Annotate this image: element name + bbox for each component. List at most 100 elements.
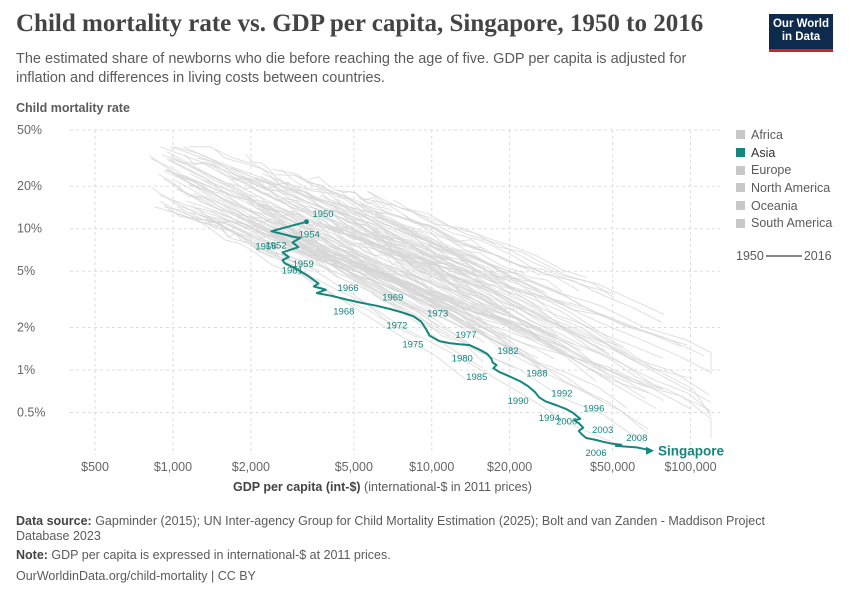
year-label: 1968 [333, 307, 354, 318]
background-country-line [236, 178, 449, 298]
background-country-line [324, 223, 693, 380]
background-country-line [316, 233, 529, 360]
background-country-lines [148, 146, 712, 445]
background-country-line [150, 157, 367, 276]
year-label: 1996 [583, 403, 604, 414]
year-label: 1994 [539, 413, 560, 424]
year-label: 1980 [452, 353, 473, 364]
legend-item-oceania[interactable]: Oceania [736, 197, 832, 215]
background-country-line [197, 157, 376, 240]
background-country-line [274, 228, 536, 342]
timeline-start: 1950 [736, 249, 764, 263]
footer-note-label: Note: [16, 548, 48, 562]
singapore-end-label[interactable]: Singapore [658, 444, 725, 459]
background-country-line [172, 200, 420, 339]
x-tick-label: $20,000 [487, 460, 532, 474]
background-country-line [189, 173, 541, 368]
year-label: 1950 [312, 209, 333, 220]
footer-note-text: GDP per capita is expressed in internati… [47, 548, 391, 562]
year-label: 1982 [497, 346, 518, 357]
y-tick-label: 20% [17, 179, 42, 193]
background-country-line [333, 205, 646, 400]
legend-item-africa[interactable]: Africa [736, 126, 832, 144]
background-country-line [280, 201, 379, 261]
year-label: 2003 [592, 425, 613, 436]
y-tick-label: 1% [17, 363, 35, 377]
year-label: 1973 [427, 309, 448, 320]
chart-subtitle: The estimated share of newborns who die … [16, 51, 687, 86]
background-country-line [367, 191, 712, 417]
year-label: 1990 [508, 396, 529, 407]
y-tick-label: 5% [17, 264, 35, 278]
background-country-line [228, 224, 617, 445]
background-country-line [405, 207, 615, 299]
background-country-line [206, 162, 541, 276]
background-country-line [337, 244, 517, 320]
x-tick-label: $50,000 [590, 460, 635, 474]
legend-label: North America [751, 180, 831, 195]
y-axis-label: Child mortality rate [16, 101, 130, 115]
x-tick-label: $2,000 [232, 460, 270, 474]
legend-swatch [736, 218, 745, 228]
x-tick-label: $1,000 [154, 460, 192, 474]
axis-ticks: 0.5% 1% 2% 5% 10% 20% 50% $500 $1,000 $2,000 $5,00… [17, 123, 717, 474]
background-country-line [370, 227, 637, 360]
timeline-end: 2016 [803, 249, 832, 263]
legend-swatch [736, 130, 745, 140]
chart-title: Child mortality rate vs. GDP per capita,… [16, 10, 704, 37]
background-country-line [422, 241, 563, 292]
x-tick-label: $100,000 [664, 460, 716, 474]
x-tick-label: $10,000 [409, 460, 454, 474]
timeline-bar [765, 255, 802, 257]
legend-item-asia[interactable]: Asia [736, 144, 832, 162]
year-label: 1954 [299, 229, 320, 240]
legend-label: South America [751, 216, 833, 231]
year-label: 1972 [386, 320, 407, 331]
background-country-line [164, 204, 301, 276]
legend-swatch [736, 201, 745, 211]
footer-note: Note: GDP per capita is expressed in int… [16, 548, 391, 563]
background-country-line [258, 222, 412, 286]
year-label: 1988 [526, 368, 547, 379]
year-label: 1985 [466, 372, 487, 383]
background-country-line [170, 158, 306, 228]
background-country-line [280, 169, 397, 245]
x-tick-label: $500 [81, 460, 109, 474]
background-country-line [422, 259, 515, 311]
background-country-line [319, 194, 526, 274]
year-label: 2008 [626, 433, 647, 444]
background-country-line [174, 179, 445, 304]
legend-swatch [736, 183, 745, 193]
y-tick-label: 10% [17, 222, 42, 236]
background-country-line [167, 209, 313, 269]
background-country-line [414, 234, 688, 346]
year-label: 1969 [382, 293, 403, 304]
background-country-line [341, 225, 705, 357]
background-country-line [431, 261, 512, 295]
background-country-line [364, 241, 611, 379]
background-country-line [151, 187, 397, 329]
footer-url[interactable]: OurWorldinData.org/child-mortality | CC … [16, 569, 256, 583]
background-country-line [337, 190, 393, 212]
legend-label: Africa [751, 127, 783, 142]
background-country-line [204, 216, 274, 259]
background-country-line [358, 210, 606, 351]
legend-item-south-america[interactable]: South America [736, 214, 832, 232]
legend-item-north-america[interactable]: North America [736, 179, 832, 197]
owid-logo[interactable]: Our World in Data [769, 14, 833, 52]
legend-item-europe[interactable]: Europe [736, 161, 832, 179]
year-label: 1959 [293, 259, 314, 270]
legend-label: Asia [751, 145, 776, 160]
year-label: 1952 [265, 241, 286, 252]
singapore-line[interactable] [270, 220, 653, 452]
background-country-line [272, 168, 385, 215]
background-country-line [318, 187, 547, 295]
year-label: 1977 [455, 330, 476, 341]
timeline-legend[interactable]: 1950 2016 [736, 249, 832, 263]
background-country-line [165, 169, 475, 273]
year-label: 1961 [282, 265, 303, 276]
background-country-line [367, 190, 665, 315]
background-country-line [246, 194, 373, 274]
